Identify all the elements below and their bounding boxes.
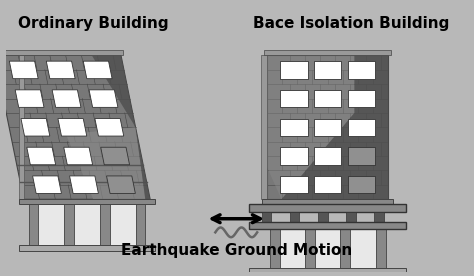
- Polygon shape: [0, 55, 150, 199]
- Bar: [350, 229, 376, 268]
- Bar: [100, 204, 109, 245]
- Bar: [340, 229, 350, 268]
- Polygon shape: [21, 119, 50, 136]
- Bar: [28, 204, 38, 245]
- Bar: [347, 119, 375, 136]
- Polygon shape: [262, 55, 355, 199]
- Bar: [267, 55, 389, 199]
- Bar: [281, 147, 308, 165]
- Text: Ordinary Building: Ordinary Building: [18, 17, 169, 31]
- Bar: [305, 229, 315, 268]
- Bar: [19, 245, 155, 251]
- Bar: [281, 90, 308, 107]
- Bar: [109, 204, 136, 245]
- Bar: [262, 199, 393, 204]
- Bar: [249, 204, 406, 212]
- Polygon shape: [64, 147, 92, 165]
- Bar: [249, 268, 406, 274]
- Bar: [374, 212, 384, 222]
- Bar: [346, 212, 356, 222]
- Bar: [136, 204, 146, 245]
- Polygon shape: [282, 55, 389, 199]
- Bar: [347, 176, 375, 193]
- Polygon shape: [66, 127, 146, 199]
- Bar: [376, 229, 385, 268]
- Polygon shape: [107, 176, 136, 193]
- Bar: [314, 119, 341, 136]
- Polygon shape: [89, 90, 118, 107]
- Bar: [262, 212, 271, 222]
- Text: Bace Isolation Building: Bace Isolation Building: [253, 17, 450, 31]
- Polygon shape: [9, 61, 38, 79]
- Bar: [314, 147, 341, 165]
- Bar: [318, 212, 328, 222]
- Polygon shape: [70, 176, 99, 193]
- Polygon shape: [27, 147, 55, 165]
- Bar: [347, 90, 375, 107]
- Polygon shape: [58, 119, 87, 136]
- Bar: [347, 147, 375, 165]
- Bar: [74, 204, 100, 245]
- Polygon shape: [52, 90, 81, 107]
- Text: Earthquake Ground Motion: Earthquake Ground Motion: [121, 243, 352, 258]
- Bar: [281, 176, 308, 193]
- Bar: [261, 55, 267, 199]
- Bar: [290, 212, 300, 222]
- Polygon shape: [83, 61, 112, 79]
- Bar: [280, 229, 305, 268]
- Bar: [19, 55, 24, 199]
- Bar: [249, 222, 406, 229]
- Bar: [64, 204, 74, 245]
- Bar: [314, 61, 341, 79]
- Polygon shape: [33, 176, 62, 193]
- Bar: [19, 199, 155, 204]
- Polygon shape: [0, 51, 123, 55]
- Polygon shape: [46, 61, 75, 79]
- Bar: [281, 61, 308, 79]
- Bar: [314, 90, 341, 107]
- Polygon shape: [92, 55, 150, 199]
- Bar: [270, 229, 280, 268]
- Polygon shape: [100, 147, 129, 165]
- Polygon shape: [95, 119, 124, 136]
- Bar: [264, 51, 392, 55]
- Bar: [314, 176, 341, 193]
- Bar: [38, 204, 64, 245]
- Polygon shape: [15, 90, 44, 107]
- Bar: [347, 61, 375, 79]
- Bar: [281, 119, 308, 136]
- Bar: [315, 229, 340, 268]
